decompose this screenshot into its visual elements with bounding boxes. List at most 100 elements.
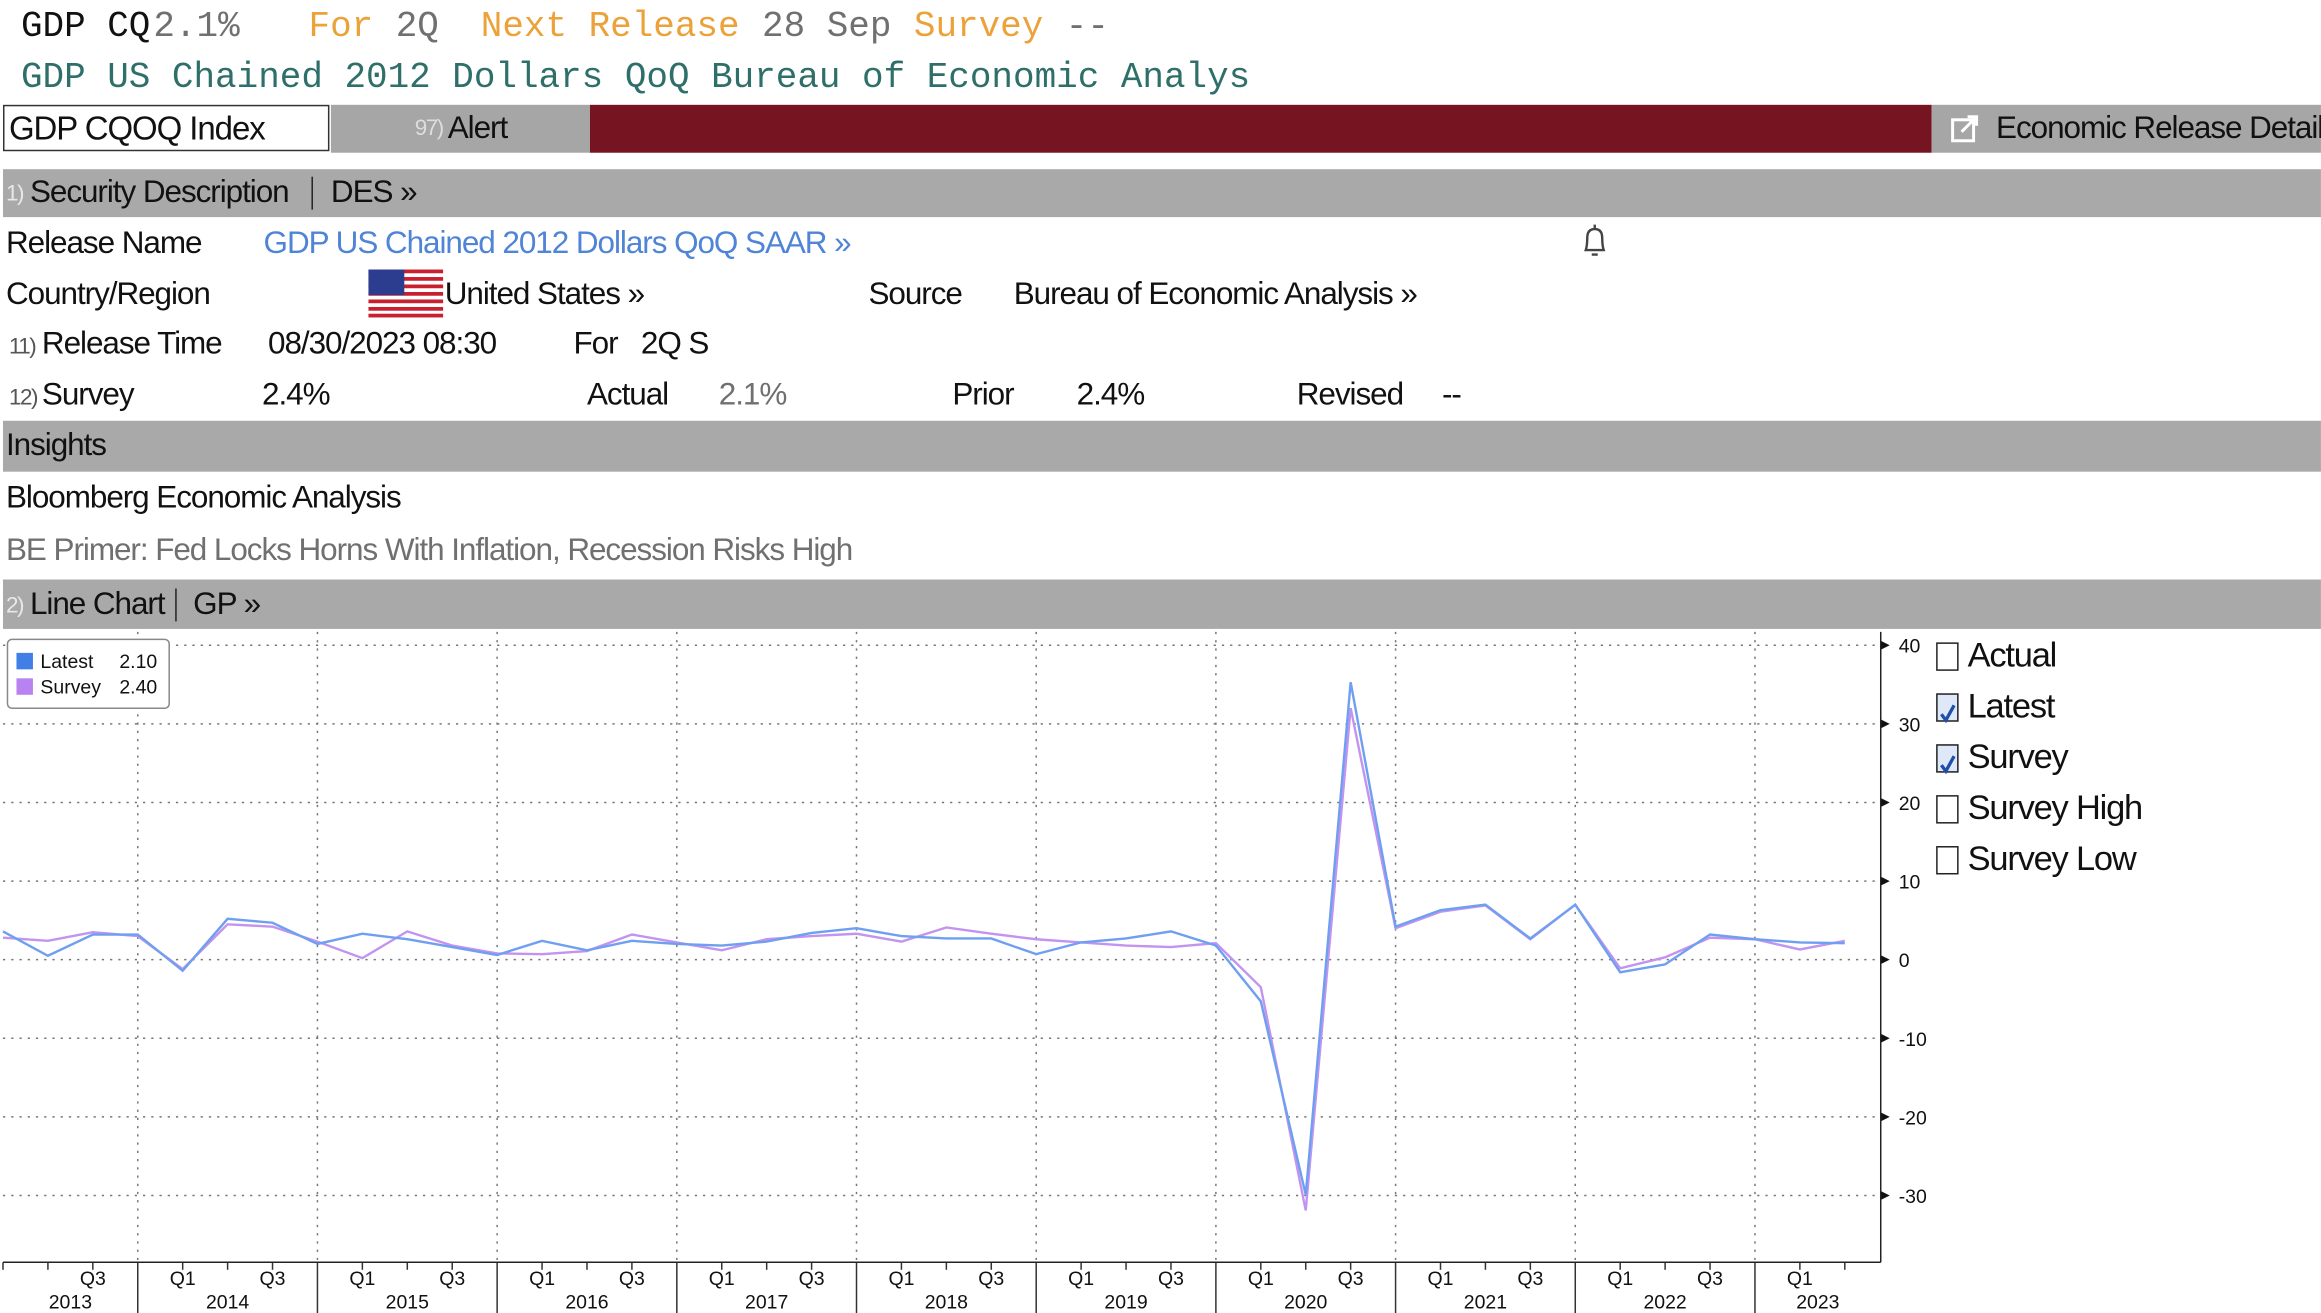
ticker: GDP CQ <box>20 7 151 48</box>
x-year-label: 2018 <box>925 1292 968 1313</box>
section-title: Line Chart <box>29 586 166 622</box>
bell-icon[interactable] <box>1580 222 1610 261</box>
y-tick-label: 10 <box>1899 872 1921 894</box>
legend-value: 2.40 <box>119 676 157 698</box>
x-tick-label: Q3 <box>1338 1268 1364 1290</box>
x-tick-label: Q3 <box>439 1268 465 1290</box>
x-tick-label: Q1 <box>1068 1268 1094 1290</box>
checkbox-label: Latest <box>1967 685 2056 725</box>
separator <box>175 588 177 622</box>
check-mark <box>1940 704 1956 724</box>
y-tick <box>1880 1033 1890 1043</box>
prior-value: 2.4% <box>1076 377 1146 412</box>
checkbox-unchecked[interactable] <box>1936 795 1959 824</box>
section-bar: Insights <box>2 420 2321 472</box>
alert-button[interactable]: 97) Alert <box>330 104 590 153</box>
details-button[interactable]: Economic Release Details <box>1931 104 2321 153</box>
subtitle: GDP US Chained 2012 Dollars QoQ Bureau o… <box>20 58 1251 99</box>
field-label: Release Time <box>41 326 223 361</box>
next-release-value: 28 Sep <box>762 7 892 48</box>
y-tick <box>1880 640 1890 650</box>
x-year-label: 2017 <box>745 1292 788 1313</box>
x-tick-label: Q1 <box>1428 1268 1454 1290</box>
x-tick-label: Q3 <box>260 1268 286 1290</box>
x-tick-label: Q1 <box>1787 1268 1813 1290</box>
section-bar[interactable]: 2) Line Chart GP » <box>2 579 2321 629</box>
x-tick-label: Q3 <box>80 1268 106 1290</box>
field-label: Actual <box>586 377 669 412</box>
legend: Latest 2.10 Survey 2.40 <box>6 638 170 710</box>
checkbox-unchecked[interactable] <box>1936 642 1959 671</box>
legend-label: Latest <box>40 651 94 673</box>
x-tick-label: Q1 <box>1607 1268 1633 1290</box>
legend-swatch <box>16 678 33 695</box>
section-num: 1) <box>5 181 25 207</box>
separator <box>311 176 313 210</box>
section-title: Security Description <box>29 175 290 210</box>
title-bar <box>589 104 1932 153</box>
check-mark <box>1940 755 1956 775</box>
survey-value: -- <box>1065 7 1109 48</box>
external-icon <box>1951 115 1979 143</box>
x-tick-label: Q1 <box>170 1268 196 1290</box>
checkbox-label: Survey High <box>1967 787 2144 827</box>
country-link[interactable]: United States » <box>444 277 645 312</box>
actual-value: 2.1% <box>718 377 788 412</box>
x-tick-label: Q3 <box>1517 1268 1543 1290</box>
x-tick-label: Q1 <box>709 1268 735 1290</box>
plot-area <box>2 631 1881 1263</box>
section-title: Insights <box>5 428 107 463</box>
y-tick-label: 20 <box>1899 793 1921 815</box>
security-text: GDP CQOQ Index <box>8 109 266 147</box>
checkbox-label: Survey <box>1967 736 2069 776</box>
x-tick-label: Q1 <box>349 1268 375 1290</box>
section-bar[interactable]: 1) Security Description DES » <box>2 169 2321 218</box>
source-link[interactable]: Bureau of Economic Analysis » <box>1013 277 1418 312</box>
checkbox-label: Survey Low <box>1967 838 2137 878</box>
x-year-label: 2016 <box>565 1292 608 1313</box>
alert-text: Alert <box>447 110 508 146</box>
section-function: GP » <box>193 586 261 622</box>
y-tick-label: 40 <box>1899 636 1921 658</box>
legend-swatch <box>16 652 33 670</box>
header-line: GDP CQ 2.1% For 2Q Next Release 28 Sep Survey -… <box>21 7 1109 49</box>
legend-label: Survey <box>40 676 101 698</box>
y-tick-label: -20 <box>1899 1107 1927 1129</box>
field-label: Source <box>868 277 962 312</box>
y-tick <box>1880 876 1890 886</box>
x-tick-label: Q1 <box>529 1268 555 1290</box>
x-tick-label: Q3 <box>978 1268 1004 1290</box>
x-year-label: 2013 <box>49 1292 92 1313</box>
primer-link[interactable]: BE Primer: Fed Locks Horns With Inflatio… <box>5 533 853 568</box>
next-release-label: Next Release <box>480 7 740 48</box>
x-year-label: 2014 <box>206 1292 249 1313</box>
field-label: Revised <box>1296 377 1404 412</box>
checkbox-checked[interactable] <box>1936 693 1959 724</box>
series-line <box>2 681 1845 1195</box>
y-tick-label: -10 <box>1899 1029 1927 1051</box>
x-year-label: 2021 <box>1464 1292 1507 1313</box>
checkbox-label: Actual <box>1967 634 2058 674</box>
x-year-label: 2020 <box>1284 1292 1327 1313</box>
for-label: For <box>308 7 374 48</box>
y-tick <box>1880 1112 1890 1122</box>
us-flag <box>368 269 444 318</box>
header-value: 2.1% <box>153 7 240 48</box>
field-label: For <box>573 326 619 361</box>
x-year-label: 2022 <box>1643 1292 1686 1313</box>
for-value: 2Q <box>395 7 439 48</box>
field-num: 11) <box>8 333 37 360</box>
field-label: Country/Region <box>5 277 211 312</box>
checkbox-unchecked[interactable] <box>1936 846 1959 875</box>
security-input[interactable]: GDP CQOQ Index <box>2 104 330 152</box>
x-tick-label: Q1 <box>888 1268 914 1290</box>
x-tick-label: Q3 <box>1697 1268 1723 1290</box>
checkbox-checked[interactable] <box>1936 744 1959 775</box>
x-year-label: 2015 <box>386 1292 429 1313</box>
release-name-link[interactable]: GDP US Chained 2012 Dollars QoQ SAAR » <box>263 226 852 261</box>
x-tick-label: Q3 <box>619 1268 645 1290</box>
field-label: Prior <box>952 377 1014 412</box>
section-num: 2) <box>5 592 25 619</box>
